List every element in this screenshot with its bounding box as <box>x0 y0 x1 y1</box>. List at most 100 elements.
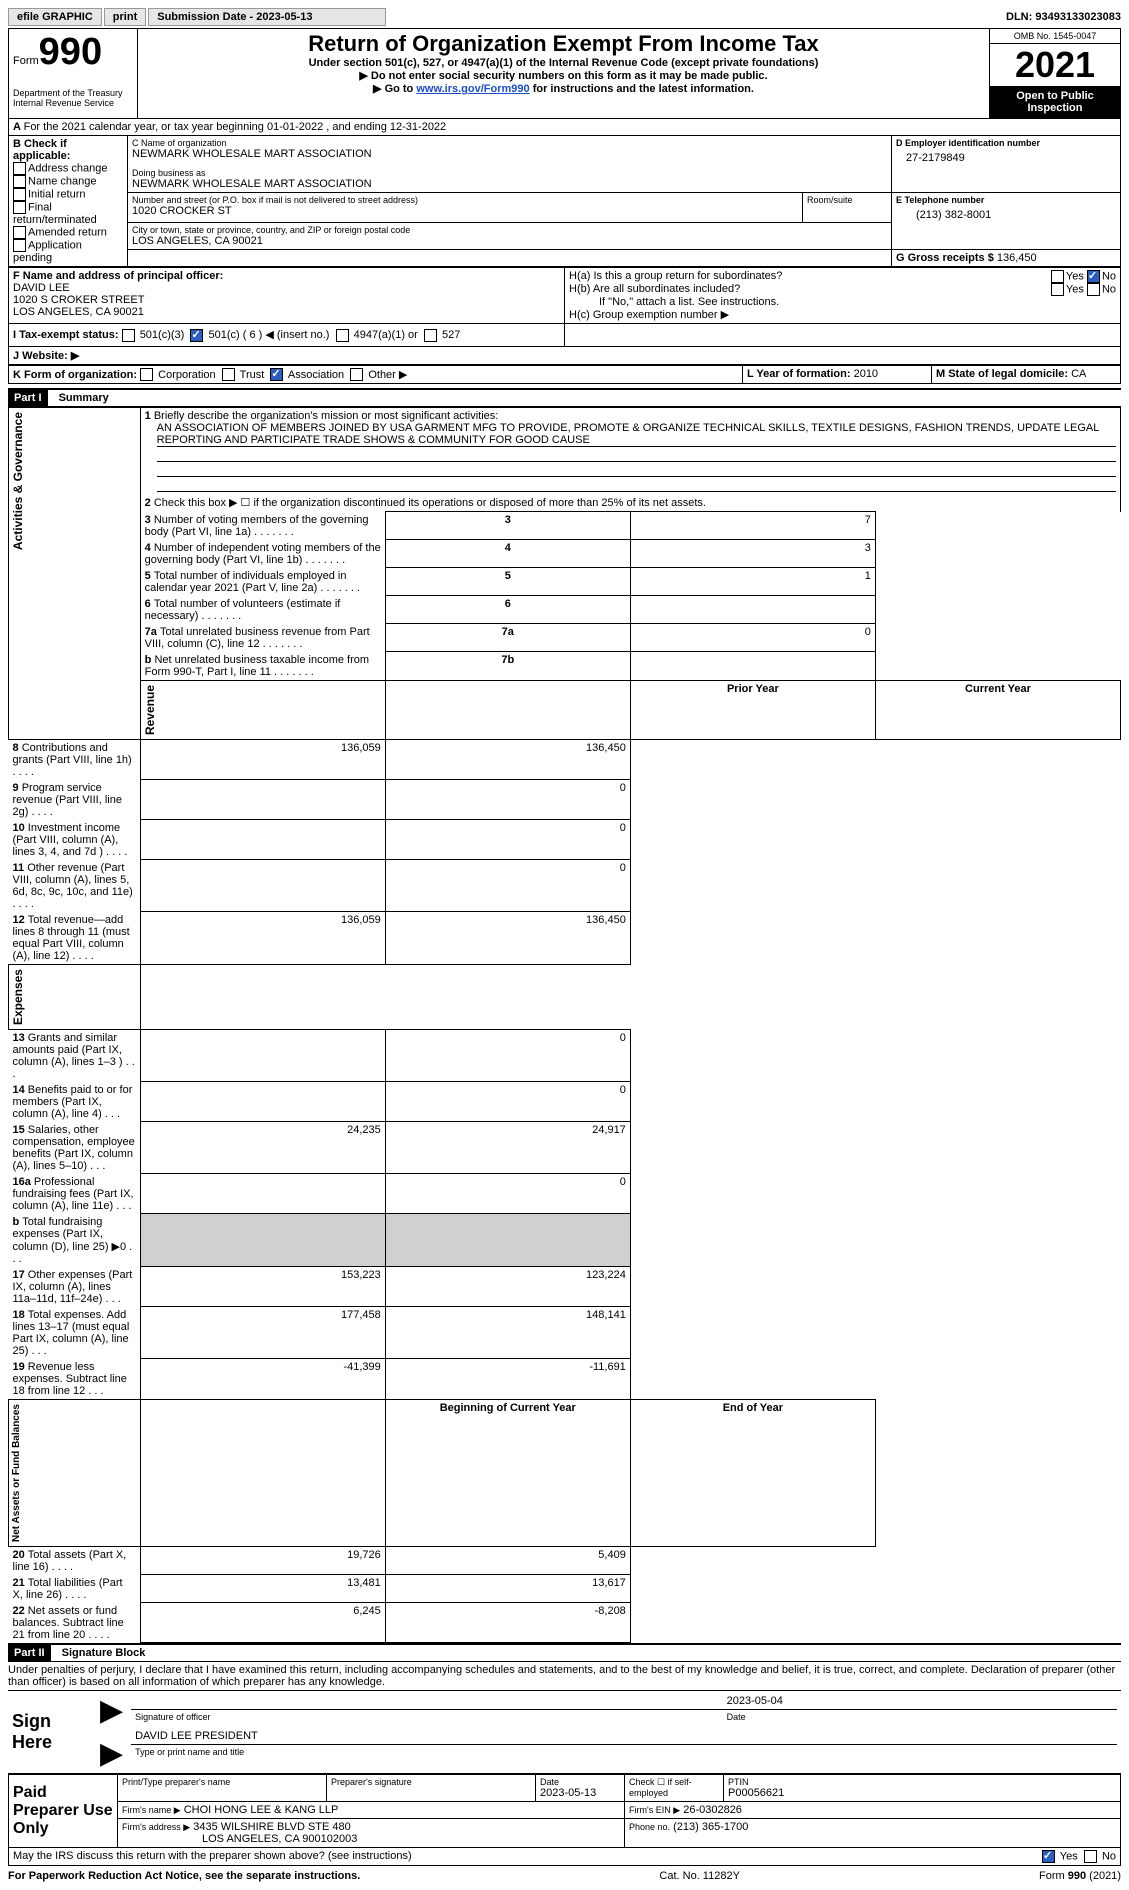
check-initial[interactable]: Initial return <box>13 188 123 201</box>
website-label: J Website: ▶ <box>13 350 79 362</box>
table-row: 18 Total expenses. Add lines 13–17 (must… <box>9 1307 1121 1359</box>
discuss-yes[interactable] <box>1042 1850 1055 1863</box>
summary-row: 6 Total number of volunteers (estimate i… <box>9 596 1121 624</box>
check-amended[interactable]: Amended return <box>13 226 123 239</box>
side-exp: Expenses <box>9 965 27 1029</box>
line2: Check this box ▶ ☐ if the organization d… <box>154 497 706 509</box>
status-4947-check[interactable] <box>336 329 349 342</box>
check-pending[interactable]: Application pending <box>13 239 123 264</box>
ha-yes[interactable] <box>1051 270 1064 283</box>
note2-pre: ▶ Go to <box>373 83 416 95</box>
footer: For Paperwork Reduction Act Notice, see … <box>8 1870 1121 1882</box>
current-year-header: Current Year <box>875 680 1120 739</box>
cat: Cat. No. 11282Y <box>659 1870 740 1882</box>
firm-addr2: LOS ANGELES, CA 900102003 <box>122 1833 357 1845</box>
ptin-label: PTIN <box>728 1777 1116 1787</box>
status-501c3-check[interactable] <box>122 329 135 342</box>
part2-bar: Part II Signature Block <box>8 1643 1121 1662</box>
officer-print: DAVID LEE PRESIDENT <box>131 1724 1117 1745</box>
mission: AN ASSOCIATION OF MEMBERS JOINED BY USA … <box>157 422 1116 447</box>
firm-ein: 26-0302826 <box>683 1804 742 1816</box>
city: LOS ANGELES, CA 90021 <box>132 235 887 247</box>
state-label: M State of legal domicile: <box>936 368 1068 380</box>
top-bar: efile GRAPHIC print Submission Date - 20… <box>8 8 1121 26</box>
ha-no[interactable] <box>1087 270 1100 283</box>
other-check[interactable] <box>350 368 363 381</box>
gross: 136,450 <box>997 252 1037 264</box>
status-501c-check[interactable] <box>190 329 203 342</box>
table-row: 12 Total revenue—add lines 8 through 11 … <box>9 912 1121 965</box>
submission-date: Submission Date - 2023-05-13 <box>148 8 386 26</box>
corp-check[interactable] <box>140 368 153 381</box>
table-row: 13 Grants and similar amounts paid (Part… <box>9 1029 1121 1082</box>
table-row: 9 Program service revenue (Part VIII, li… <box>9 780 1121 820</box>
summary-row: 5 Total number of individuals employed i… <box>9 568 1121 596</box>
part2-header: Part II <box>8 1645 51 1661</box>
discuss-no[interactable] <box>1084 1850 1097 1863</box>
sign-here: Sign Here <box>12 1711 92 1753</box>
check-final[interactable]: Final return/terminated <box>13 201 123 226</box>
city-label: City or town, state or province, country… <box>132 225 887 235</box>
table-row: 11 Other revenue (Part VIII, column (A),… <box>9 860 1121 912</box>
summary-row: b Net unrelated business taxable income … <box>9 652 1121 681</box>
dba: NEWMARK WHOLESALE MART ASSOCIATION <box>132 178 887 190</box>
gross-label: G Gross receipts $ <box>896 252 994 264</box>
form-footer: Form 990 (2021) <box>1039 1870 1121 1882</box>
hb-yes[interactable] <box>1051 283 1064 296</box>
street-label: Number and street (or P.O. box if mail i… <box>132 195 798 205</box>
irs-link[interactable]: www.irs.gov/Form990 <box>416 83 529 95</box>
sig-officer-label: Signature of officer <box>131 1710 723 1725</box>
firm-addr1: 3435 WILSHIRE BLVD STE 480 <box>193 1821 351 1833</box>
type-label: Type or print name and title <box>131 1745 1117 1760</box>
side-rev: Revenue <box>141 681 159 739</box>
street: 1020 CROCKER ST <box>132 205 798 217</box>
name-label: C Name of organization <box>132 138 887 148</box>
tax-year: 2021 <box>990 44 1120 86</box>
table-row: 17 Other expenses (Part IX, column (A), … <box>9 1267 1121 1307</box>
discuss-row: May the IRS discuss this return with the… <box>8 1848 1121 1866</box>
firm-name: CHOI HONG LEE & KANG LLP <box>184 1804 339 1816</box>
table-row: 19 Revenue less expenses. Subtract line … <box>9 1359 1121 1400</box>
summary-row: 4 Number of independent voting members o… <box>9 540 1121 568</box>
assoc-check[interactable] <box>270 368 283 381</box>
check-address[interactable]: Address change <box>13 162 123 175</box>
check-name[interactable]: Name change <box>13 175 123 188</box>
sig-date: 2023-05-04 <box>723 1693 1117 1710</box>
efile-button[interactable]: efile GRAPHIC <box>8 8 102 26</box>
prep-date: 2023-05-13 <box>540 1787 620 1799</box>
ha-label: H(a) Is this a group return for subordin… <box>569 270 782 283</box>
state: CA <box>1071 368 1086 380</box>
note2-post: for instructions and the latest informat… <box>530 83 754 95</box>
hb-no[interactable] <box>1087 283 1100 296</box>
hc-label: H(c) Group exemption number ▶ <box>569 308 1116 321</box>
ptin: P00056621 <box>728 1787 1116 1799</box>
form-title: Return of Organization Exempt From Incom… <box>142 31 985 57</box>
table-row: 15 Salaries, other compensation, employe… <box>9 1122 1121 1174</box>
trust-check[interactable] <box>222 368 235 381</box>
table-row: b Total fundraising expenses (Part IX, c… <box>9 1214 1121 1267</box>
year-formation-label: L Year of formation: <box>747 368 851 380</box>
form-org-section: K Form of organization: Corporation Trus… <box>8 365 1121 385</box>
ein: 27-2179849 <box>896 148 1116 164</box>
year-formation: 2010 <box>854 368 878 380</box>
paperwork: For Paperwork Reduction Act Notice, see … <box>8 1870 360 1882</box>
officer-label: F Name and address of principal officer: <box>13 270 223 282</box>
part1-bar: Part I Summary <box>8 388 1121 407</box>
summary-table: Activities & Governance 1 Briefly descri… <box>8 407 1121 1643</box>
room-label: Room/suite <box>807 195 887 205</box>
firm-name-label: Firm's name ▶ <box>122 1805 181 1815</box>
table-row: 16a Professional fundraising fees (Part … <box>9 1174 1121 1214</box>
status-527-check[interactable] <box>424 329 437 342</box>
ein-label: D Employer identification number <box>896 138 1116 148</box>
table-row: 14 Benefits paid to or for members (Part… <box>9 1082 1121 1122</box>
side-gov: Activities & Governance <box>9 408 27 554</box>
phone: (213) 365-1700 <box>673 1821 748 1833</box>
form-org-label: K Form of organization: <box>13 369 137 381</box>
print-button[interactable]: print <box>104 8 146 26</box>
signature-block: Sign Here ▶▶ 2023-05-04 Signature of off… <box>8 1691 1121 1774</box>
paid-label: Paid Preparer Use Only <box>9 1775 118 1848</box>
side-net: Net Assets or Fund Balances <box>9 1400 24 1546</box>
dept: Department of the Treasury Internal Reve… <box>13 88 133 108</box>
dln: DLN: 93493133023083 <box>1006 11 1121 23</box>
officer-city: LOS ANGELES, CA 90021 <box>13 306 144 318</box>
